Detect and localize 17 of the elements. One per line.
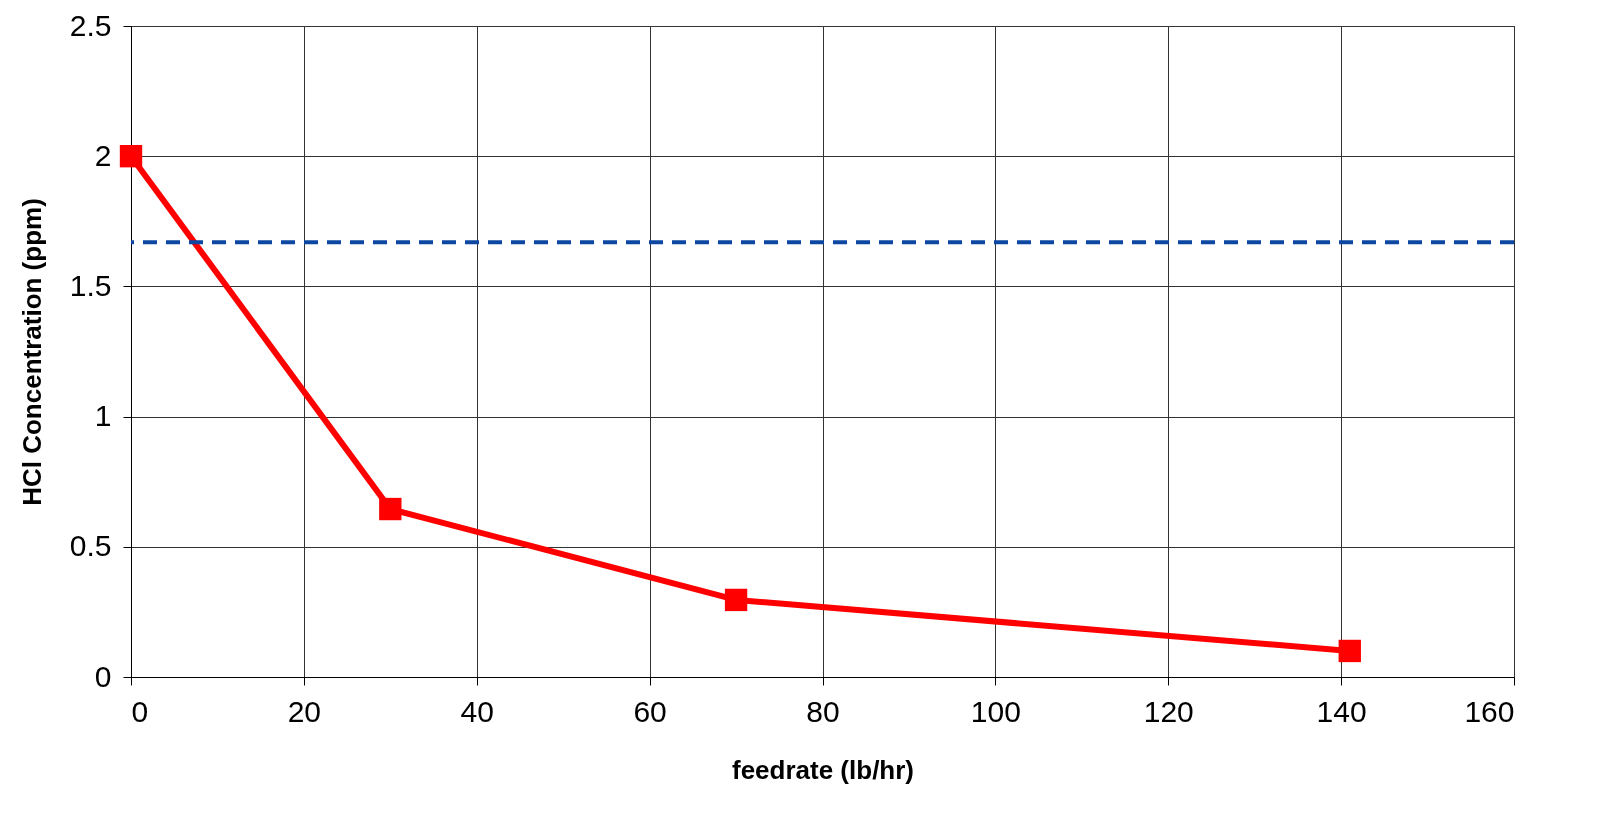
x-tick-label: 0 xyxy=(131,694,149,728)
x-tick-label: 60 xyxy=(633,694,667,728)
x-tick-label: 40 xyxy=(460,694,494,728)
x-tick-label: 140 xyxy=(1316,694,1367,728)
y-tick-label: 0.5 xyxy=(69,529,112,563)
y-tick-label: 0 xyxy=(94,659,112,693)
y-tick-label: 1.5 xyxy=(69,268,112,302)
x-tick-label: 160 xyxy=(1464,694,1515,728)
x-tick-label: 120 xyxy=(1143,694,1194,728)
y-tick-label: 2 xyxy=(94,138,112,172)
y-axis-title: HCl Concentration (ppm) xyxy=(16,198,47,506)
x-tick-label: 80 xyxy=(806,694,840,728)
y-tick-label: 2.5 xyxy=(69,8,112,42)
x-axis-title: feedrate (lb/hr) xyxy=(731,754,915,785)
x-tick-label: 20 xyxy=(287,694,322,728)
y-tick-label: 1 xyxy=(94,399,112,433)
x-tick-label: 100 xyxy=(970,694,1021,728)
